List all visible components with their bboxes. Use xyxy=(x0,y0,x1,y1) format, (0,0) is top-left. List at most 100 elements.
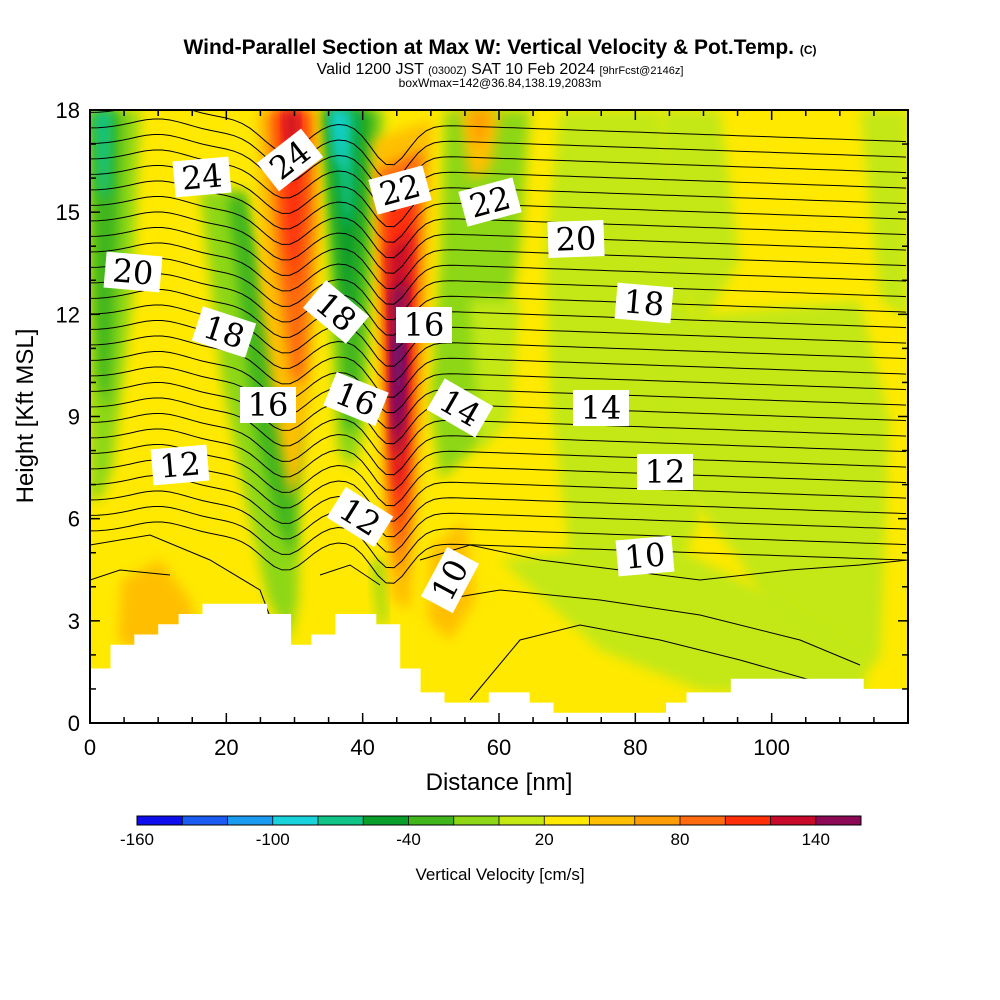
theta-contour-line xyxy=(90,118,907,181)
theta-label-text: 20 xyxy=(111,251,155,292)
y-axis-label: Height [Kft MSL] xyxy=(12,329,39,504)
theta-contour-line xyxy=(90,444,907,507)
theta-contour-line xyxy=(90,211,907,274)
colorbar-swatch xyxy=(634,816,681,825)
colorbar-swatch xyxy=(227,816,274,825)
colorbar-swatch xyxy=(815,816,862,825)
theta-label-text: 18 xyxy=(622,282,666,323)
colorbar: -160 -100 -40 20 80 140 xyxy=(120,815,862,849)
theta-contour-line xyxy=(90,382,907,445)
y-tick-label: 3 xyxy=(68,609,80,634)
theta-label: 10 xyxy=(615,535,675,577)
terrain xyxy=(90,603,908,723)
colorbar-tick-label: 80 xyxy=(671,830,690,849)
y-tick-label: 15 xyxy=(56,200,80,225)
x-tick-label: 80 xyxy=(623,735,647,760)
colorbar-tick-label: -40 xyxy=(396,830,421,849)
theta-label-text: 20 xyxy=(555,219,597,258)
theta-contour-line xyxy=(439,589,861,666)
colorbar-tick-label: -160 xyxy=(120,830,154,849)
theta-label: 18 xyxy=(191,306,257,358)
theta-label: 16 xyxy=(396,306,452,344)
colorbar-label: Vertical Velocity [cm/s] xyxy=(415,865,584,884)
theta-contour-line xyxy=(469,624,811,701)
velocity-region xyxy=(94,110,112,200)
theta-label-text: 16 xyxy=(404,306,445,344)
theta-contour-line xyxy=(90,227,907,290)
colorbar-swatch xyxy=(137,816,183,825)
theta-contour-line xyxy=(90,273,907,336)
box-info: boxWmax=142@36.84,138.19,2083m xyxy=(398,76,602,90)
theta-contour-line xyxy=(90,289,907,352)
velocity-region xyxy=(650,300,890,690)
velocity-region xyxy=(470,110,490,145)
theta-label: 18 xyxy=(614,282,674,324)
theta-contour-line xyxy=(90,134,907,197)
x-tick-label: 20 xyxy=(214,735,238,760)
theta-label-text: 10 xyxy=(623,535,667,576)
theta-contour-line xyxy=(319,564,381,586)
colorbar-swatch xyxy=(318,816,364,825)
theta-label-text: 12 xyxy=(158,444,202,485)
theta-label: 16 xyxy=(240,386,296,424)
theta-label-text: 14 xyxy=(581,389,622,427)
theta-contour-line xyxy=(90,506,907,569)
theta-label-text: 24 xyxy=(180,156,224,197)
velocity-region xyxy=(860,110,908,320)
theta-contour-line xyxy=(90,413,907,476)
theta-contour-line xyxy=(90,521,907,584)
theta-label: 20 xyxy=(547,219,605,259)
theta-label: 16 xyxy=(323,371,389,427)
theta-contour-line xyxy=(90,258,907,321)
colorbar-swatch xyxy=(408,816,455,825)
colorbar-swatch xyxy=(725,816,771,825)
theta-label: 14 xyxy=(573,389,629,427)
theta-label: 12 xyxy=(150,444,210,486)
colorbar-swatch xyxy=(453,816,500,825)
colorbar-swatch xyxy=(589,816,636,825)
theta-label-text: 12 xyxy=(645,453,686,491)
y-tick-label: 12 xyxy=(56,302,80,327)
theta-contour-line xyxy=(90,428,907,491)
x-tick-label: 100 xyxy=(753,735,790,760)
theta-label: 12 xyxy=(637,453,693,491)
theta-contour-line xyxy=(90,196,907,259)
velocity-region xyxy=(500,540,870,700)
colorbar-swatch xyxy=(544,816,590,825)
velocity-region xyxy=(372,560,386,630)
theta-label: 20 xyxy=(103,251,163,293)
x-tick-label: 60 xyxy=(487,735,511,760)
velocity-region xyxy=(393,330,404,440)
theta-contour-line xyxy=(90,490,907,553)
theta-contour-line xyxy=(90,459,907,522)
colorbar-swatch xyxy=(770,816,817,825)
colorbar-swatch xyxy=(499,816,545,825)
colorbar-tick-label: 20 xyxy=(535,830,554,849)
y-tick-label: 6 xyxy=(68,507,80,532)
theta-label-text: 16 xyxy=(248,386,289,424)
theta-contour-line xyxy=(90,242,907,305)
y-tick-label: 9 xyxy=(68,405,80,430)
theta-contour-line xyxy=(90,366,907,429)
colorbar-swatch xyxy=(363,816,409,825)
theta-contour-line xyxy=(90,534,276,631)
theta-label: 12 xyxy=(326,486,394,548)
chart-title: Wind-Parallel Section at Max W: Vertical… xyxy=(183,36,817,59)
x-tick-label: 0 xyxy=(84,735,96,760)
chart-subtitle: Valid 1200 JST (0300Z) SAT 10 Feb 2024 [… xyxy=(316,61,684,78)
x-axis: 0 20 40 60 80 100 xyxy=(84,110,909,760)
velocity-region xyxy=(228,190,298,560)
y-tick-label: 0 xyxy=(68,711,80,736)
colorbar-swatch xyxy=(272,816,319,825)
colorbar-swatch xyxy=(680,816,726,825)
y-axis: 0 3 6 9 12 15 18 xyxy=(56,98,908,736)
theta-contour-line xyxy=(90,351,907,414)
colorbar-swatch xyxy=(182,816,228,825)
x-tick-label: 40 xyxy=(350,735,374,760)
colorbar-tick-label: 140 xyxy=(802,830,830,849)
theta-contour-line xyxy=(90,475,907,538)
theta-contour-line xyxy=(419,544,908,581)
theta-label: 24 xyxy=(172,156,232,198)
